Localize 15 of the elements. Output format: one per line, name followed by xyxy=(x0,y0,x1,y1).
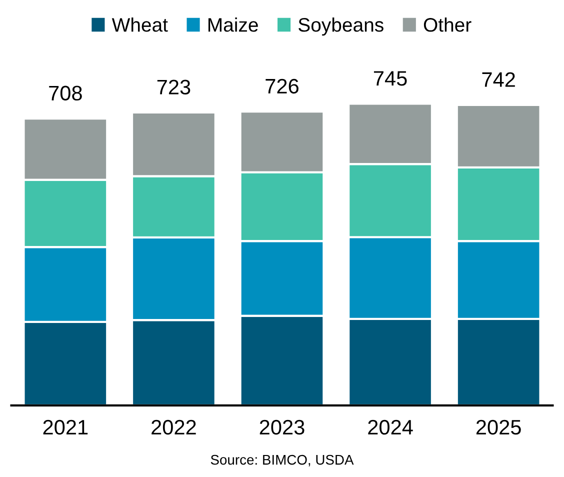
legend-label: Wheat xyxy=(112,18,168,32)
annotation: 708 xyxy=(49,86,82,101)
annotation: 745 xyxy=(374,71,407,86)
legend-label: Maize xyxy=(208,18,258,32)
x-tick-label: 2024 xyxy=(368,420,413,435)
annotation: 723 xyxy=(157,80,190,94)
annotation: 726 xyxy=(266,78,298,94)
legend-label: Other xyxy=(424,18,472,32)
x-tick-label: 2022 xyxy=(152,420,196,435)
x-tick-label: 2025 xyxy=(476,420,521,435)
x-tick-label: 2021 xyxy=(43,420,88,435)
legend-label: Soybeans xyxy=(298,18,384,36)
source-note: Source: BIMCO, USDA xyxy=(210,454,354,466)
x-tick-label: 2023 xyxy=(260,420,304,435)
annotation: 742 xyxy=(482,72,515,87)
